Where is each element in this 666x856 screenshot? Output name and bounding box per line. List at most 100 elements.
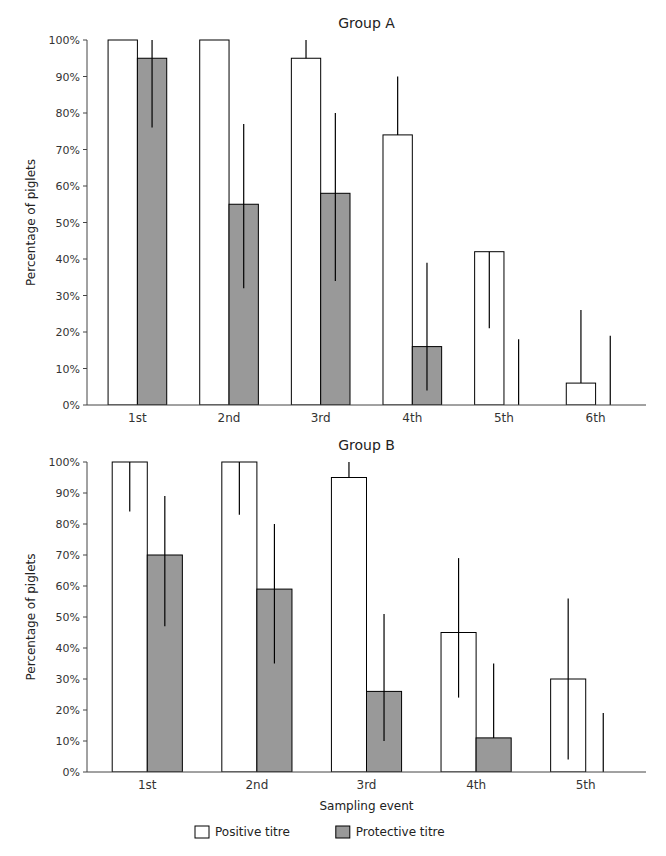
error-bar xyxy=(348,462,349,478)
y-tick-label: 0% xyxy=(63,399,80,412)
y-axis xyxy=(87,462,88,772)
y-tick xyxy=(83,76,87,77)
y-tick xyxy=(83,149,87,150)
x-tick-label: 1st xyxy=(128,411,147,425)
y-axis-label: Percentage of piglets xyxy=(24,554,38,681)
error-bar xyxy=(458,558,459,698)
x-tick-label: 1st xyxy=(138,778,157,792)
error-bar xyxy=(610,336,611,405)
title: Group B xyxy=(338,437,395,453)
bar xyxy=(222,462,257,772)
chart: Group B 0% 10% 20% 30% 40% 50% 60% 70% 80% 90% 100%… xyxy=(24,437,646,813)
x-tick-label: 4th xyxy=(402,411,422,425)
legend: Positive titre Protective titre xyxy=(195,825,445,839)
x-tick-label: 2nd xyxy=(245,778,268,792)
error-bar xyxy=(397,77,398,135)
error-bar xyxy=(568,598,569,759)
y-tick xyxy=(83,186,87,187)
bar xyxy=(383,135,412,405)
y-tick-label: 20% xyxy=(56,326,80,339)
legend-swatch xyxy=(336,826,350,838)
y-tick-label: 100% xyxy=(49,456,80,469)
x-tick-label: 5th xyxy=(576,778,596,792)
y-tick-label: 50% xyxy=(56,217,80,230)
legend-label: Positive titre xyxy=(215,825,290,839)
error-bar xyxy=(335,113,336,281)
y-tick xyxy=(83,368,87,369)
title: Group A xyxy=(338,15,395,31)
plot-area xyxy=(108,40,610,405)
y-tick-label: 80% xyxy=(56,518,80,531)
bar xyxy=(331,478,366,773)
y-tick-label: 40% xyxy=(56,642,80,655)
error-bar xyxy=(151,40,152,128)
chart-canvas: Group A 0% 10% 20% 30% 40% 50% 60% 70% 80% 90% 100%… xyxy=(0,0,666,856)
x-tick-label: 3rd xyxy=(311,411,331,425)
y-tick xyxy=(83,586,87,587)
bar xyxy=(566,383,595,405)
y-tick xyxy=(83,741,87,742)
y-tick-label: 100% xyxy=(49,34,80,47)
error-bar xyxy=(239,462,240,515)
error-bar xyxy=(489,252,490,329)
x-axis xyxy=(87,772,646,773)
bar xyxy=(108,40,137,405)
x-tick-label: 5th xyxy=(494,411,514,425)
error-bar xyxy=(243,124,244,288)
y-tick-label: 30% xyxy=(56,290,80,303)
y-tick-label: 10% xyxy=(56,363,80,376)
chart: Group A 0% 10% 20% 30% 40% 50% 60% 70% 80% 90% 100%… xyxy=(24,15,646,425)
y-tick xyxy=(83,772,87,773)
y-tick-label: 60% xyxy=(56,180,80,193)
error-bar xyxy=(164,496,165,626)
x-tick-label: 6th xyxy=(586,411,606,425)
y-tick xyxy=(83,462,87,463)
bar xyxy=(112,462,147,772)
y-tick xyxy=(83,493,87,494)
y-tick-label: 90% xyxy=(56,487,80,500)
y-tick xyxy=(83,405,87,406)
bar xyxy=(475,252,504,405)
y-tick-label: 40% xyxy=(56,253,80,266)
x-tick-label: 2nd xyxy=(218,411,241,425)
y-tick-label: 10% xyxy=(56,735,80,748)
y-tick xyxy=(83,113,87,114)
y-axis-label: Percentage of piglets xyxy=(24,159,38,286)
y-tick-label: 30% xyxy=(56,673,80,686)
y-tick-label: 20% xyxy=(56,704,80,717)
y-tick xyxy=(83,332,87,333)
error-bar xyxy=(518,339,519,405)
y-tick xyxy=(83,40,87,41)
error-bar xyxy=(383,614,384,741)
error-bar xyxy=(426,263,427,391)
bar xyxy=(291,58,320,405)
y-axis xyxy=(87,40,88,405)
x-tick-label: 4th xyxy=(466,778,486,792)
y-tick-label: 90% xyxy=(56,71,80,84)
plot-area xyxy=(112,462,603,772)
y-tick xyxy=(83,679,87,680)
bar xyxy=(200,40,229,405)
y-tick xyxy=(83,617,87,618)
error-bar xyxy=(603,713,604,772)
error-bar xyxy=(580,310,581,383)
y-tick xyxy=(83,222,87,223)
y-tick-label: 80% xyxy=(56,107,80,120)
y-tick xyxy=(83,710,87,711)
legend-label: Protective titre xyxy=(356,825,445,839)
y-tick-label: 70% xyxy=(56,144,80,157)
y-tick xyxy=(83,555,87,556)
x-tick-label: 3rd xyxy=(357,778,377,792)
x-axis-label: Sampling event xyxy=(319,799,413,813)
error-bar xyxy=(129,462,130,512)
y-tick-label: 0% xyxy=(63,766,80,779)
error-bar xyxy=(274,524,275,664)
y-tick-label: 70% xyxy=(56,549,80,562)
y-tick-label: 60% xyxy=(56,580,80,593)
error-bar xyxy=(493,664,494,738)
y-tick xyxy=(83,524,87,525)
y-tick xyxy=(83,648,87,649)
y-tick-label: 50% xyxy=(56,611,80,624)
legend-swatch xyxy=(195,826,209,838)
x-axis xyxy=(87,405,646,406)
